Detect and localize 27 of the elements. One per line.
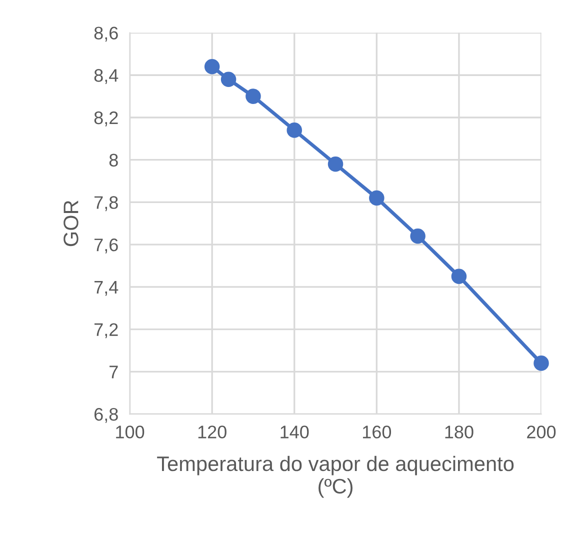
y-tick-label: 8,4 [94, 69, 118, 84]
x-tick-label: 140 [280, 426, 309, 438]
x-tick-label: 180 [445, 426, 474, 438]
y-tick-label: 7,6 [94, 238, 118, 254]
point [534, 356, 549, 371]
point [204, 59, 220, 74]
point [246, 88, 261, 104]
y-axis-title: GOR [64, 200, 78, 246]
y-tick-label: 8,6 [94, 26, 118, 42]
point [286, 122, 302, 138]
point [220, 72, 236, 87]
y-tick-label: 7 [110, 366, 118, 378]
y-tick-label: 7,4 [94, 281, 118, 296]
point [410, 228, 426, 244]
point [451, 268, 467, 284]
x-tick-label: 100 [116, 426, 144, 438]
y-tick-label: 7,2 [94, 323, 118, 338]
x-tick-label: 120 [198, 426, 226, 438]
y-tick-label: 6,8 [94, 408, 118, 423]
point [328, 156, 344, 172]
y-tick-label: 8,2 [94, 111, 118, 126]
y-tick-label: 7,8 [94, 196, 118, 212]
y-tick-label: 8 [109, 154, 118, 167]
point [369, 190, 384, 206]
x-tick-label: 200 [527, 426, 556, 438]
x-axis-title: Temperatura do vapor de aquecimento (ºC) [157, 456, 514, 498]
x-tick-label: 160 [362, 426, 392, 438]
